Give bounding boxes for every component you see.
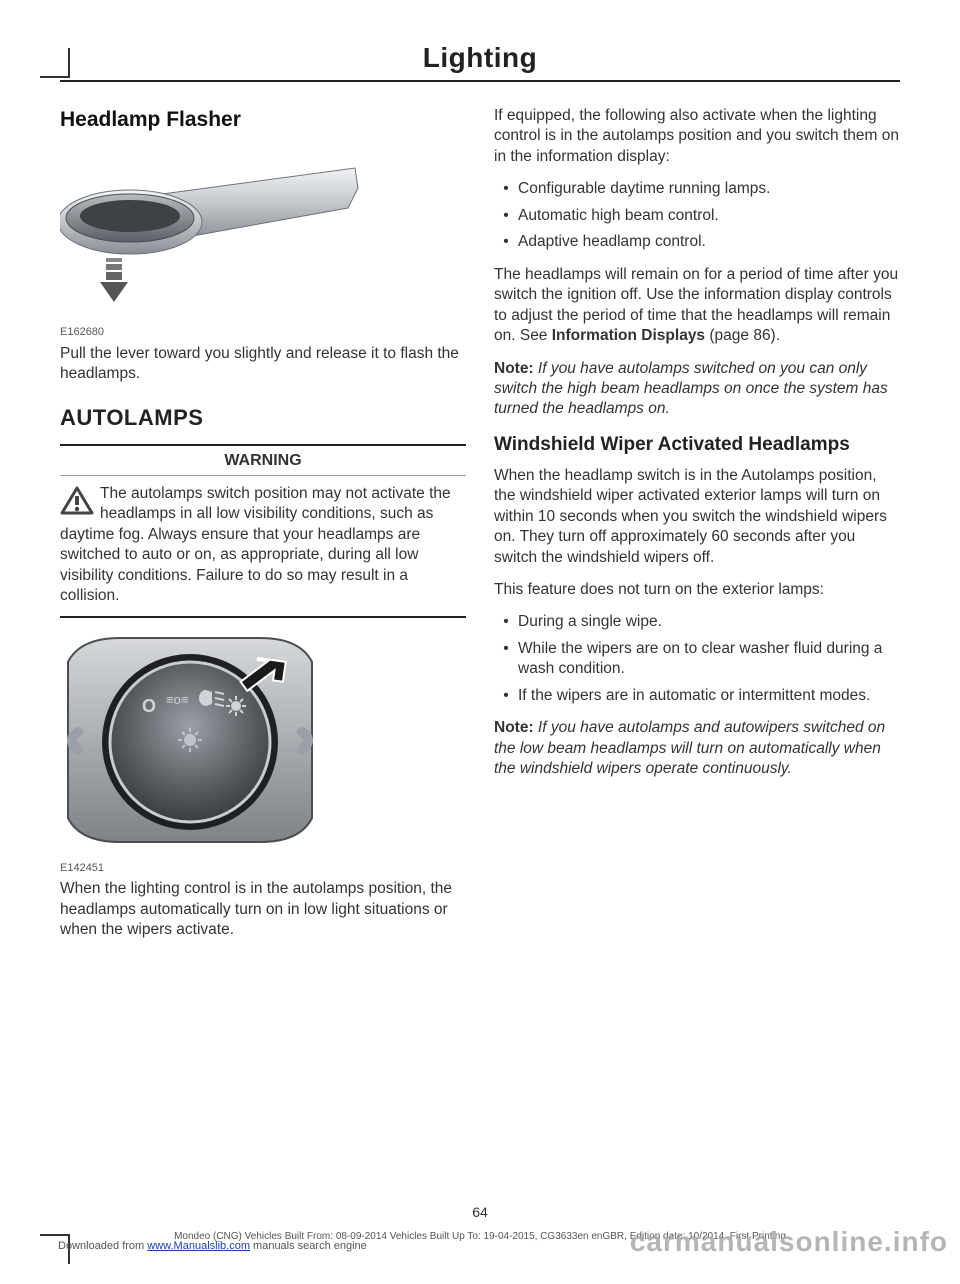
dial-illustration: O ≡o≡ [60, 632, 320, 850]
bullet-dot-icon: • [494, 686, 518, 706]
intro-paragraph: If equipped, the following also activate… [494, 106, 900, 167]
warning-body: The autolamps switch position may not ac… [60, 484, 466, 607]
warning-text: The autolamps switch position may not ac… [60, 485, 451, 604]
wiper-bullet-list: •During a single wipe. •While the wipers… [494, 612, 900, 706]
note-body: If you have autolamps switched on you ca… [494, 360, 888, 418]
figure-caption-lever: E162680 [60, 325, 466, 340]
note-label: Note: [494, 360, 534, 377]
bullet-dot-icon: • [494, 639, 518, 680]
list-item-text: If the wipers are in automatic or interm… [518, 686, 870, 706]
list-item: •If the wipers are in automatic or inter… [494, 686, 900, 706]
page-number: 64 [0, 1204, 960, 1220]
intro-bullet-list: •Configurable daytime running lamps. •Au… [494, 179, 900, 252]
bullet-dot-icon: • [494, 612, 518, 632]
heading-headlamp-flasher: Headlamp Flasher [60, 106, 466, 134]
list-item: •Adaptive headlamp control. [494, 232, 900, 252]
heading-wiper-headlamps: Windshield Wiper Activated Headlamps [494, 434, 900, 456]
content-columns: Headlamp Flasher [60, 106, 900, 953]
svg-text:O: O [142, 696, 156, 716]
note-label: Note: [494, 719, 534, 736]
lever-illustration [60, 150, 360, 315]
heading-autolamps: AUTOLAMPS [60, 403, 466, 432]
right-column: If equipped, the following also activate… [494, 106, 900, 953]
page-title: Lighting [0, 42, 960, 74]
note-body: If you have autolamps and autowipers swi… [494, 719, 885, 777]
list-item-text: Automatic high beam control. [518, 206, 719, 226]
svg-text:≡o≡: ≡o≡ [166, 692, 188, 707]
title-rule [60, 80, 900, 82]
figure-dial: O ≡o≡ [60, 632, 466, 875]
watermark: carmanualsonline.info [630, 1226, 948, 1258]
list-item-text: Adaptive headlamp control. [518, 232, 706, 252]
list-item-text: Configurable daytime running lamps. [518, 179, 770, 199]
warning-header: WARNING [60, 444, 466, 476]
list-item-text: While the wipers are on to clear washer … [518, 639, 900, 680]
list-item: •During a single wipe. [494, 612, 900, 632]
note-1: Note: If you have autolamps switched on … [494, 359, 900, 420]
wiper-paragraph-2: This feature does not turn on the exteri… [494, 580, 900, 600]
bullet-dot-icon: • [494, 206, 518, 226]
left-column: Headlamp Flasher [60, 106, 466, 953]
warning-box: WARNING The autolamps switch position ma… [60, 444, 466, 619]
info-displays-ref: Information Displays [552, 327, 705, 344]
wiper-paragraph-1: When the headlamp switch is in the Autol… [494, 466, 900, 568]
figure-lever: E162680 [60, 150, 466, 340]
remain-on-paragraph: The headlamps will remain on for a perio… [494, 265, 900, 347]
figure-caption-dial: E142451 [60, 861, 466, 876]
list-item: •Configurable daytime running lamps. [494, 179, 900, 199]
bullet-dot-icon: • [494, 179, 518, 199]
info-displays-page: (page 86). [705, 327, 780, 344]
crop-mark-top-left [40, 48, 70, 78]
note-2: Note: If you have autolamps and autowipe… [494, 718, 900, 779]
list-item-text: During a single wipe. [518, 612, 662, 632]
list-item: •While the wipers are on to clear washer… [494, 639, 900, 680]
bullet-dot-icon: • [494, 232, 518, 252]
warning-triangle-icon [60, 486, 94, 516]
list-item: •Automatic high beam control. [494, 206, 900, 226]
autolamps-paragraph: When the lighting control is in the auto… [60, 879, 466, 940]
flasher-paragraph: Pull the lever toward you slightly and r… [60, 344, 466, 385]
